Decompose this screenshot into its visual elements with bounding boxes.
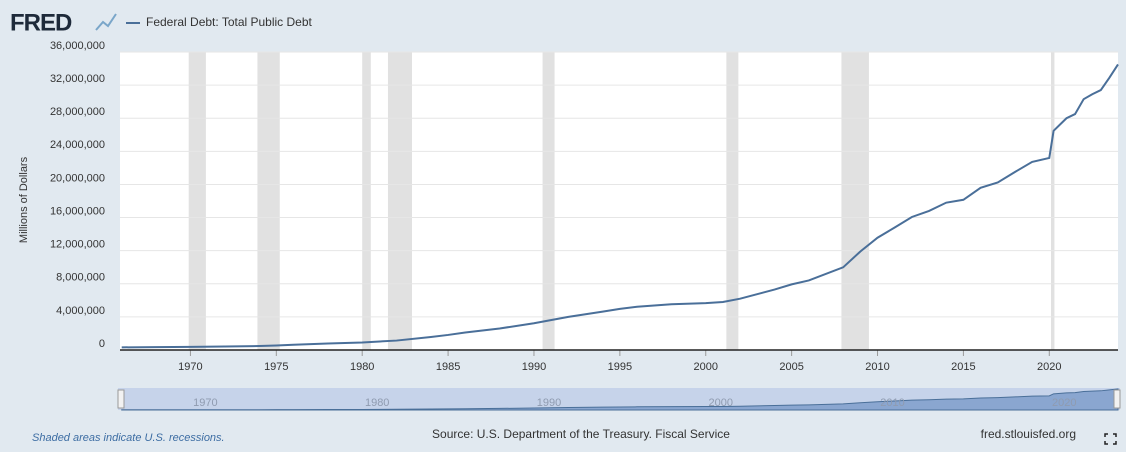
y-tick-label: 8,000,000 (56, 272, 105, 284)
navigator-label: 2010 (880, 397, 904, 409)
y-tick-label: 4,000,000 (56, 305, 105, 317)
x-tick-label: 1995 (608, 361, 632, 373)
recession-band (841, 52, 869, 350)
navigator-label: 2020 (1052, 397, 1076, 409)
x-tick-label: 1970 (178, 361, 202, 373)
recession-band (387, 52, 413, 350)
logo: FRED (10, 9, 72, 36)
series-line (121, 63, 1119, 349)
x-tick-label: 1975 (264, 361, 288, 373)
recession-band (542, 52, 555, 350)
site-link[interactable]: fred.stlouisfed.org (981, 427, 1076, 441)
fullscreen-icon[interactable] (1104, 433, 1117, 445)
recession-band (1051, 52, 1055, 350)
navigator-label: 1990 (537, 397, 561, 409)
recession-band (257, 52, 280, 350)
y-tick-label: 0 (99, 338, 105, 350)
logo-icon (95, 13, 117, 31)
x-tick-label: 1985 (436, 361, 460, 373)
recession-note: Shaded areas indicate U.S. recessions. (32, 432, 225, 444)
navigator-area (121, 388, 1119, 411)
y-tick-label: 32,000,000 (50, 73, 105, 85)
y-axis-title: Millions of Dollars (18, 156, 30, 243)
y-tick-label: 36,000,000 (50, 40, 105, 52)
x-tick-label: 2005 (779, 361, 803, 373)
x-tick-label: 2000 (694, 361, 718, 373)
recession-band (362, 52, 371, 350)
y-tick-label: 24,000,000 (50, 139, 105, 151)
x-tick-label: 1990 (522, 361, 546, 373)
recession-band (188, 52, 206, 350)
y-tick-label: 12,000,000 (50, 239, 105, 251)
x-tick-label: 1980 (350, 361, 374, 373)
navigator-label: 2000 (709, 397, 733, 409)
legend-label: Federal Debt: Total Public Debt (146, 15, 313, 29)
navigator-handle[interactable] (117, 389, 125, 409)
y-tick-label: 28,000,000 (50, 106, 105, 118)
y-tick-label: 16,000,000 (50, 205, 105, 217)
navigator-label: 1980 (365, 397, 389, 409)
x-tick-label: 2020 (1037, 361, 1061, 373)
navigator-handle[interactable] (1113, 389, 1121, 409)
recession-band (726, 52, 739, 350)
source: Source: U.S. Department of the Treasury.… (432, 427, 730, 441)
y-tick-label: 20,000,000 (50, 172, 105, 184)
x-tick-label: 2015 (951, 361, 975, 373)
x-tick-label: 2010 (865, 361, 889, 373)
navigator-label: 1970 (193, 397, 217, 409)
